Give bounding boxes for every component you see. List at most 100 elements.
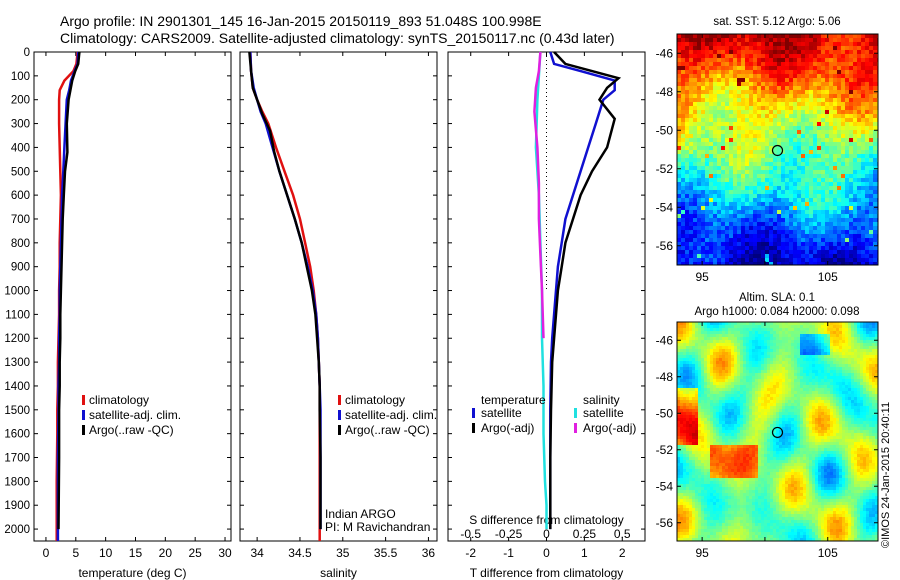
heatmap-cell (845, 394, 849, 398)
heatmap-cell (873, 38, 878, 43)
heatmap-cell (686, 328, 690, 332)
heatmap-cell (869, 178, 874, 183)
heatmap-cell (693, 126, 698, 131)
heatmap-cell (745, 78, 750, 83)
heatmap-cell (749, 218, 754, 223)
heatmap-cell (725, 331, 729, 335)
heatmap-cell (773, 214, 778, 219)
heatmap-cell (697, 158, 702, 163)
heatmap-cell (734, 364, 738, 368)
heatmap-cell (689, 331, 693, 335)
series-line-2 (57, 51, 81, 530)
heatmap-cell (861, 94, 866, 99)
heatmap-cell (746, 334, 750, 338)
heatmap-cell (677, 150, 682, 155)
heatmap-cell (873, 110, 878, 115)
heatmap-cell (869, 54, 874, 59)
heatmap-cell (803, 331, 807, 335)
heatmap-cell (677, 218, 682, 223)
heatmap-cell (827, 388, 831, 392)
heatmap-cell (817, 146, 822, 151)
heatmap-cell (773, 226, 778, 231)
heatmap-cell (745, 174, 750, 179)
heatmap-cell (854, 361, 858, 365)
heatmap-cell (745, 162, 750, 167)
heatmap-cell (845, 106, 850, 111)
heatmap-cell (824, 367, 828, 371)
heatmap-cell (737, 118, 742, 123)
heatmap-cell (761, 226, 766, 231)
heatmap-cell (685, 94, 690, 99)
heatmap-cell (821, 361, 825, 365)
heatmap-cell (721, 226, 726, 231)
heatmap-cell (853, 170, 858, 175)
heatmap-cell (719, 325, 723, 329)
heatmap-cell (689, 400, 693, 404)
heatmap-cell (677, 214, 682, 219)
heatmap-cell (865, 206, 870, 211)
heatmap-cell (701, 246, 706, 251)
heatmap-cell (709, 166, 714, 171)
heatmap-cell (677, 50, 682, 55)
heatmap-cell (745, 170, 750, 175)
heatmap-cell (789, 242, 794, 247)
heatmap-cell (791, 346, 795, 350)
heatmap-cell (829, 254, 834, 259)
heatmap-cell (685, 210, 690, 215)
heatmap-cell (749, 42, 754, 47)
heatmap-cell (697, 78, 702, 83)
heatmap-cell (833, 355, 837, 359)
heatmap-cell (801, 78, 806, 83)
heatmap-cell (841, 234, 846, 239)
heatmap-cell (866, 364, 870, 368)
heatmap-cell (812, 373, 816, 377)
heatmap-cell (710, 388, 714, 392)
heatmap-cell (677, 337, 681, 341)
heatmap-cell (710, 325, 714, 329)
heatmap-cell (757, 154, 762, 159)
heatmap-cell (785, 94, 790, 99)
y-tick-label: 2000 (4, 524, 30, 536)
heatmap-cell (857, 230, 862, 235)
heatmap-cell (777, 206, 782, 211)
heatmap-cell (743, 346, 747, 350)
heatmap-cell (845, 86, 850, 91)
heatmap-cell (689, 337, 693, 341)
heatmap-cell (866, 391, 870, 395)
heatmap-cell (717, 86, 722, 91)
heatmap-cell (845, 340, 849, 344)
heatmap-cell (851, 358, 855, 362)
heatmap-cell (692, 349, 696, 353)
heatmap-cell (734, 382, 738, 386)
heatmap-cell (731, 379, 735, 383)
heatmap-cell (701, 90, 706, 95)
heatmap-cell (839, 343, 843, 347)
heatmap-cell (757, 214, 762, 219)
heatmap-cell (809, 391, 813, 395)
heatmap-cell (765, 230, 770, 235)
x-tick-label: 2 (619, 546, 626, 560)
heatmap-cell (689, 82, 694, 87)
heatmap-cell (869, 373, 873, 377)
heatmap-cell (701, 190, 706, 195)
heatmap-cell (845, 66, 850, 71)
heatmap-cell (821, 66, 826, 71)
heatmap-cell (770, 391, 774, 395)
heatmap-cell (833, 254, 838, 259)
heatmap-cell (709, 78, 714, 83)
heatmap-cell (821, 186, 826, 191)
heatmap-cell (770, 379, 774, 383)
heatmap-cell (813, 246, 818, 251)
heatmap-cell (849, 46, 854, 51)
heatmap-cell (709, 114, 714, 119)
heatmap-cell (689, 90, 694, 95)
heatmap-cell (764, 325, 768, 329)
heatmap-cell (860, 373, 864, 377)
heatmap-cell (753, 170, 758, 175)
heatmap-cell (851, 346, 855, 350)
heatmap-cell (741, 210, 746, 215)
heatmap-cell (734, 337, 738, 341)
heatmap-cell (801, 258, 806, 263)
heatmap-cell (689, 349, 693, 353)
heatmap-cell (749, 170, 754, 175)
